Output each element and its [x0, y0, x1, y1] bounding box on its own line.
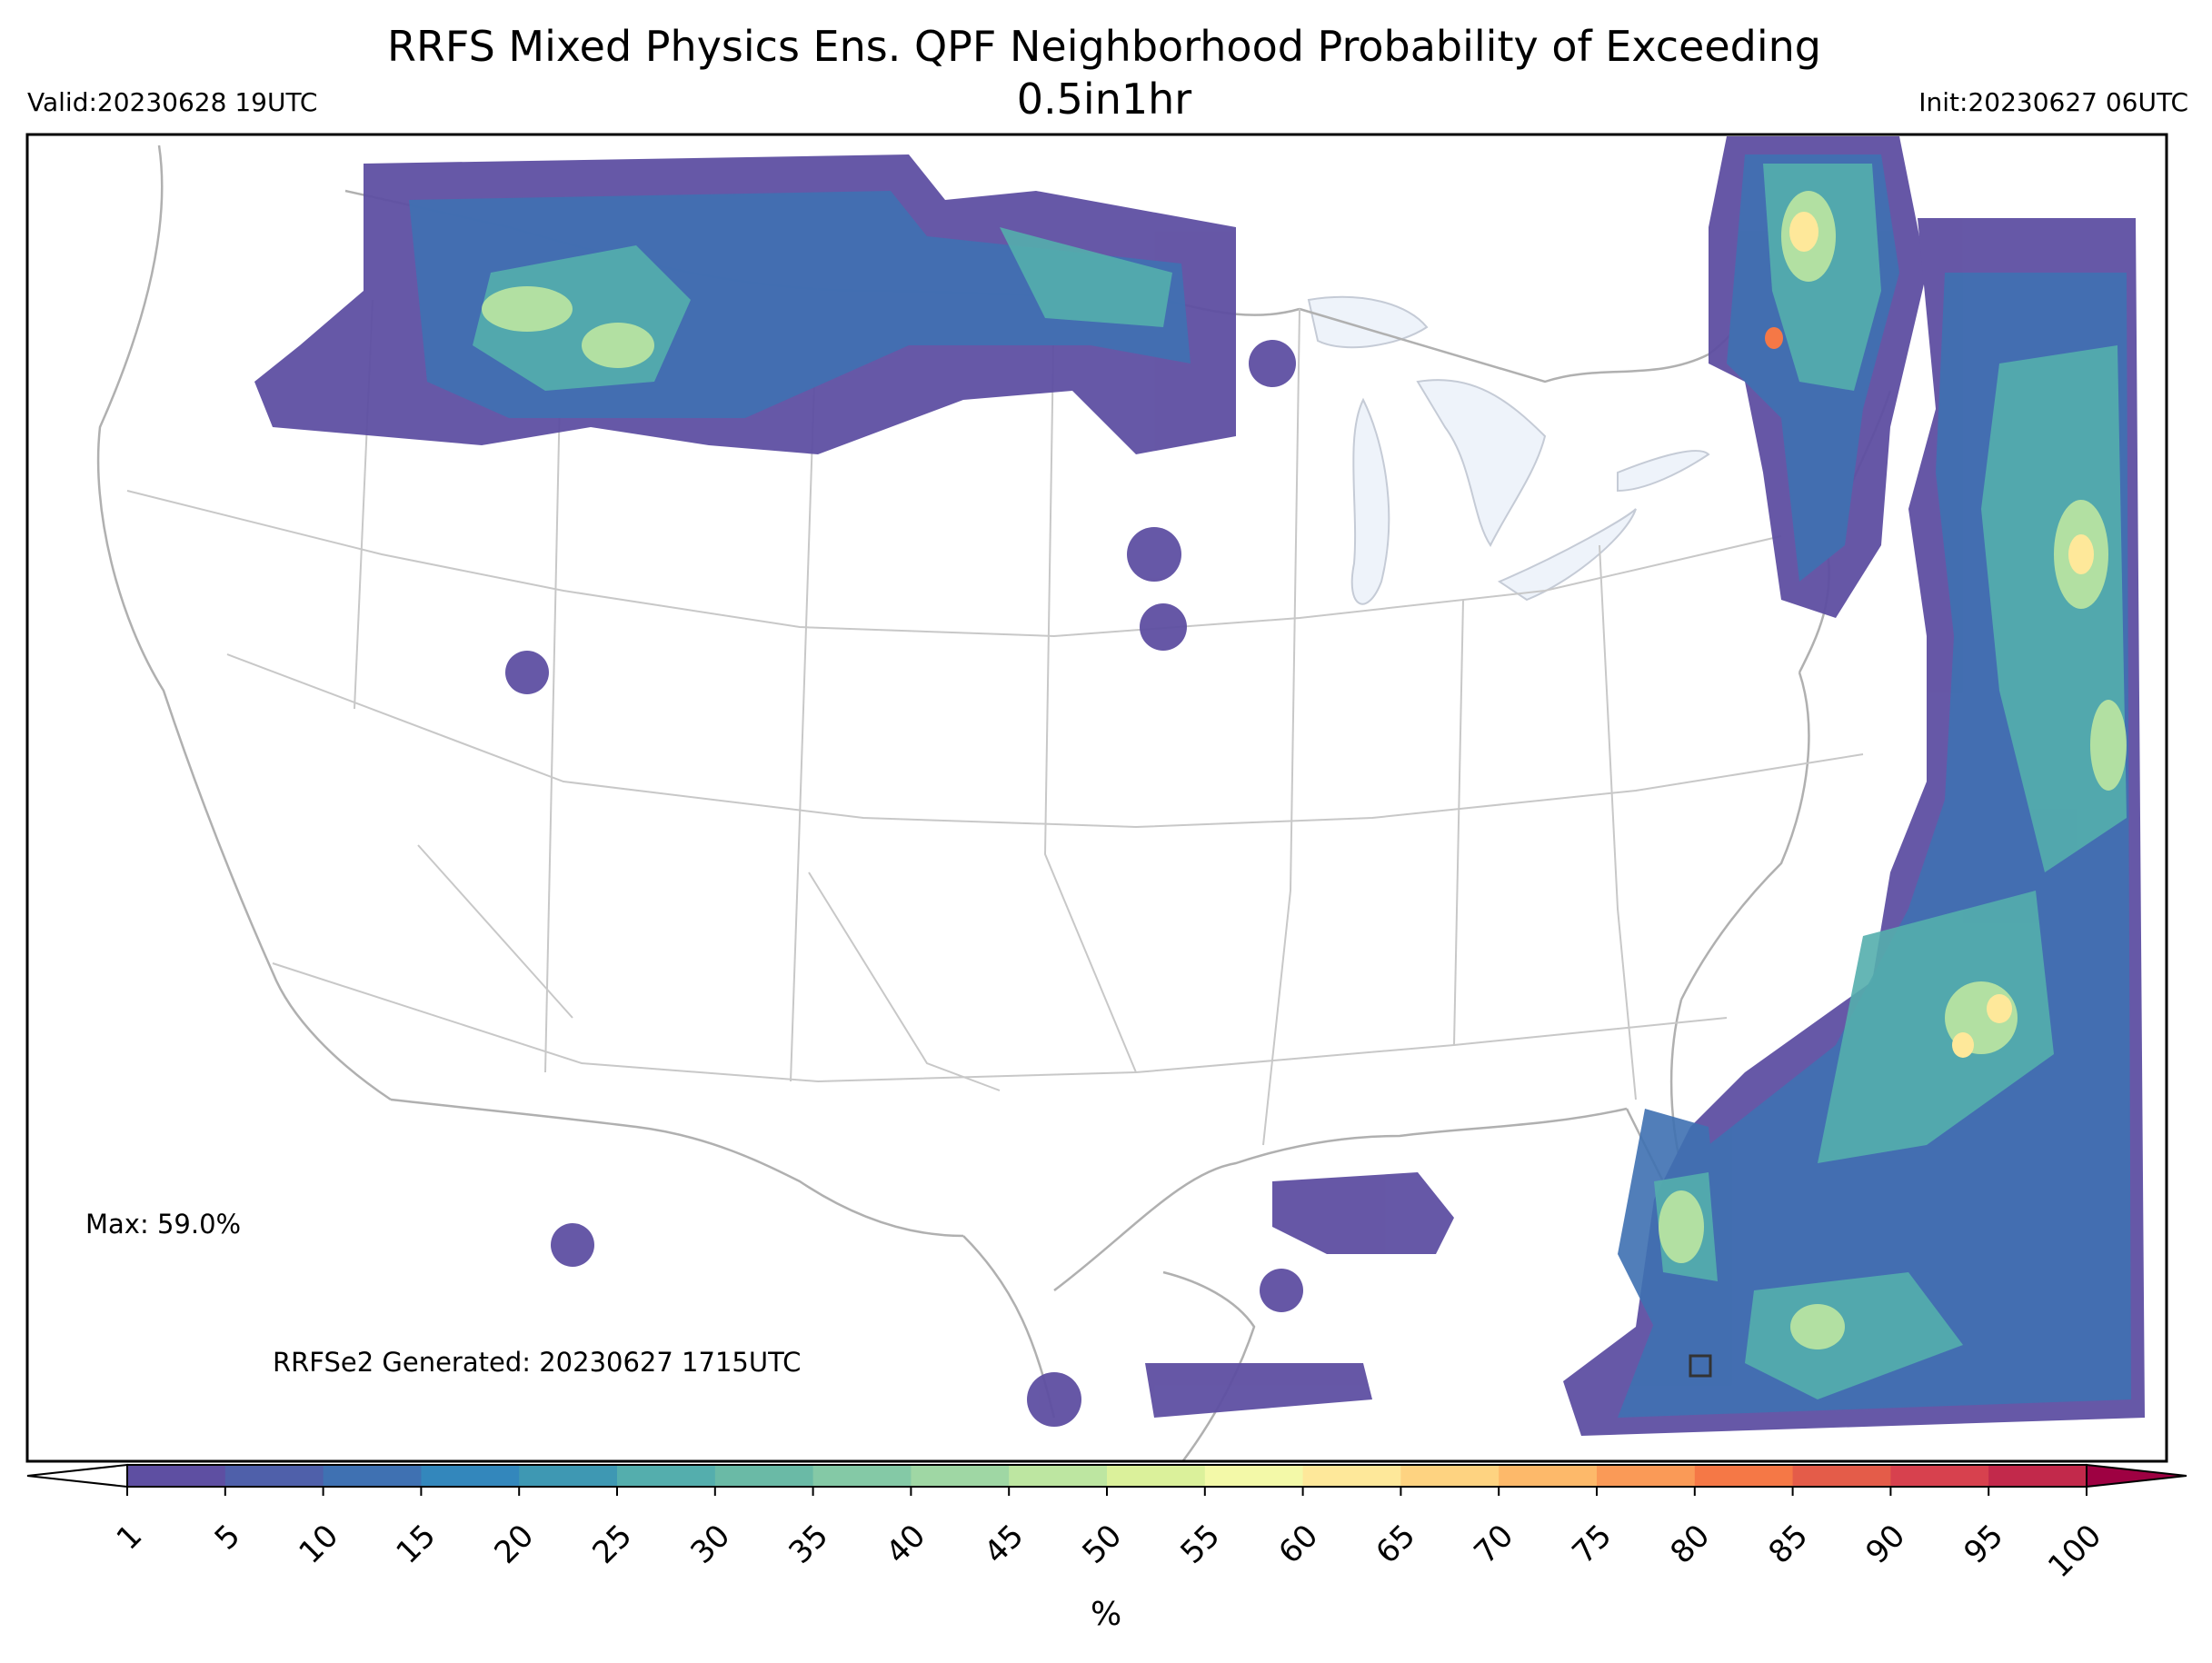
- colorbar-cell: [1400, 1465, 1500, 1487]
- colorbar-cell: [1694, 1465, 1794, 1487]
- precip-probability-regions: [254, 136, 2145, 1436]
- colorbar-cell: [1792, 1465, 1891, 1487]
- colorbar-cell: [1499, 1465, 1598, 1487]
- max-value-label: Max: 59.0%: [85, 1209, 242, 1240]
- colorbar-cell: [519, 1465, 618, 1487]
- map-title: RRFS Mixed Physics Ens. QPF Neighborhood…: [387, 22, 1821, 124]
- colorbar-cell: [323, 1465, 422, 1487]
- colorbar-cell: [617, 1465, 716, 1487]
- colorbar-cell: [224, 1465, 324, 1487]
- colorbar-cell: [1009, 1465, 1108, 1487]
- great-lakes: [1307, 295, 1710, 605]
- init-time: Init:20230627 06UTC: [1918, 87, 2188, 117]
- colorbar-cell: [1597, 1465, 1696, 1487]
- generated-label: RRFSe2 Generated: 20230627 1715UTC: [273, 1347, 802, 1378]
- colorbar-cell: [1107, 1465, 1206, 1487]
- colorbar-cell: [1988, 1465, 2087, 1487]
- colorbar-cell: [714, 1465, 814, 1487]
- valid-time: Valid:20230628 19UTC: [27, 87, 318, 117]
- colorbar-cell: [127, 1465, 226, 1487]
- map-frame: [25, 133, 2168, 1463]
- colorbar-under-triangle: [26, 1463, 128, 1489]
- colorbar-over-triangle: [2086, 1463, 2187, 1489]
- max-location-marker: [1689, 1354, 1712, 1378]
- colorbar-cell: [1302, 1465, 1401, 1487]
- colorbar-cell: [812, 1465, 912, 1487]
- colorbar-cell: [911, 1465, 1010, 1487]
- colorbar-cell: [1204, 1465, 1304, 1487]
- colorbar-unit: %: [1091, 1596, 1122, 1633]
- colorbar-cell: [1890, 1465, 1989, 1487]
- colorbar-cell: [421, 1465, 520, 1487]
